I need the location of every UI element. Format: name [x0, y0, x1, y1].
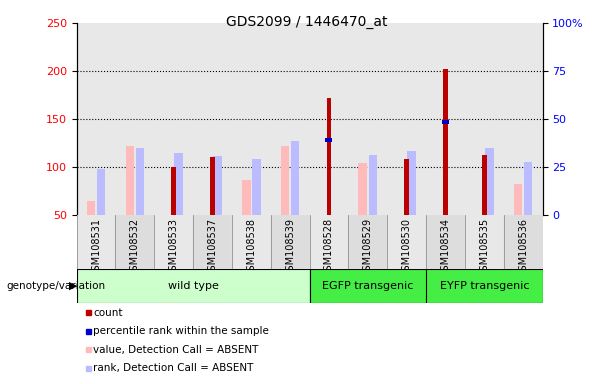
Text: rank, Detection Call = ABSENT: rank, Detection Call = ABSENT	[93, 363, 253, 373]
Bar	[348, 215, 387, 269]
Bar	[193, 23, 232, 215]
Bar	[193, 215, 232, 269]
Bar	[86, 200, 95, 215]
Bar	[504, 215, 543, 269]
Bar	[310, 23, 348, 215]
Bar	[291, 141, 300, 215]
Bar	[465, 23, 504, 215]
Bar	[310, 269, 426, 303]
Bar	[77, 269, 310, 303]
Bar	[172, 167, 176, 215]
Bar	[115, 23, 154, 215]
Bar	[465, 215, 504, 269]
Bar	[524, 162, 533, 215]
Bar	[442, 120, 449, 124]
Bar	[482, 155, 487, 215]
Text: percentile rank within the sample: percentile rank within the sample	[93, 326, 269, 336]
Text: EGFP transgenic: EGFP transgenic	[322, 281, 414, 291]
Bar	[232, 23, 271, 215]
Bar	[115, 215, 154, 269]
Text: GSM108535: GSM108535	[479, 218, 489, 277]
Text: ▶: ▶	[69, 281, 78, 291]
Text: EYFP transgenic: EYFP transgenic	[440, 281, 529, 291]
Bar	[408, 151, 416, 215]
Text: value, Detection Call = ABSENT: value, Detection Call = ABSENT	[93, 345, 258, 355]
Text: GSM108536: GSM108536	[518, 218, 528, 277]
Bar	[135, 148, 144, 215]
Bar	[443, 69, 447, 215]
Bar	[232, 215, 271, 269]
Bar	[154, 23, 193, 215]
Text: GSM108537: GSM108537	[208, 218, 218, 277]
Text: GSM108530: GSM108530	[402, 218, 411, 277]
Text: GSM108528: GSM108528	[324, 218, 334, 277]
Bar	[387, 23, 426, 215]
Bar	[77, 23, 115, 215]
Bar	[514, 184, 522, 215]
Bar	[77, 215, 115, 269]
Text: GSM108532: GSM108532	[130, 218, 140, 277]
Bar	[154, 215, 193, 269]
Bar	[326, 138, 332, 142]
Bar	[271, 23, 310, 215]
Bar	[426, 269, 543, 303]
Bar	[97, 169, 105, 215]
Text: GSM108538: GSM108538	[246, 218, 256, 277]
Bar	[405, 159, 409, 215]
Text: GSM108529: GSM108529	[363, 218, 373, 277]
Bar	[252, 159, 261, 215]
Bar	[387, 215, 426, 269]
Bar	[213, 156, 222, 215]
Bar	[175, 152, 183, 215]
Text: GSM108539: GSM108539	[285, 218, 295, 277]
Bar	[504, 23, 543, 215]
Bar	[242, 180, 251, 215]
Bar	[485, 148, 493, 215]
Bar	[426, 23, 465, 215]
Bar	[327, 98, 331, 215]
Text: genotype/variation: genotype/variation	[6, 281, 105, 291]
Text: GSM108533: GSM108533	[169, 218, 178, 277]
Bar	[310, 215, 348, 269]
Bar	[281, 146, 289, 215]
Bar	[271, 215, 310, 269]
Bar	[348, 23, 387, 215]
Bar	[368, 155, 377, 215]
Bar	[210, 157, 215, 215]
Text: GSM108531: GSM108531	[91, 218, 101, 277]
Bar	[359, 163, 367, 215]
Bar	[126, 146, 134, 215]
Text: GDS2099 / 1446470_at: GDS2099 / 1446470_at	[226, 15, 387, 29]
Bar	[426, 215, 465, 269]
Text: wild type: wild type	[168, 281, 218, 291]
Text: count: count	[93, 308, 123, 318]
Text: GSM108534: GSM108534	[441, 218, 451, 277]
